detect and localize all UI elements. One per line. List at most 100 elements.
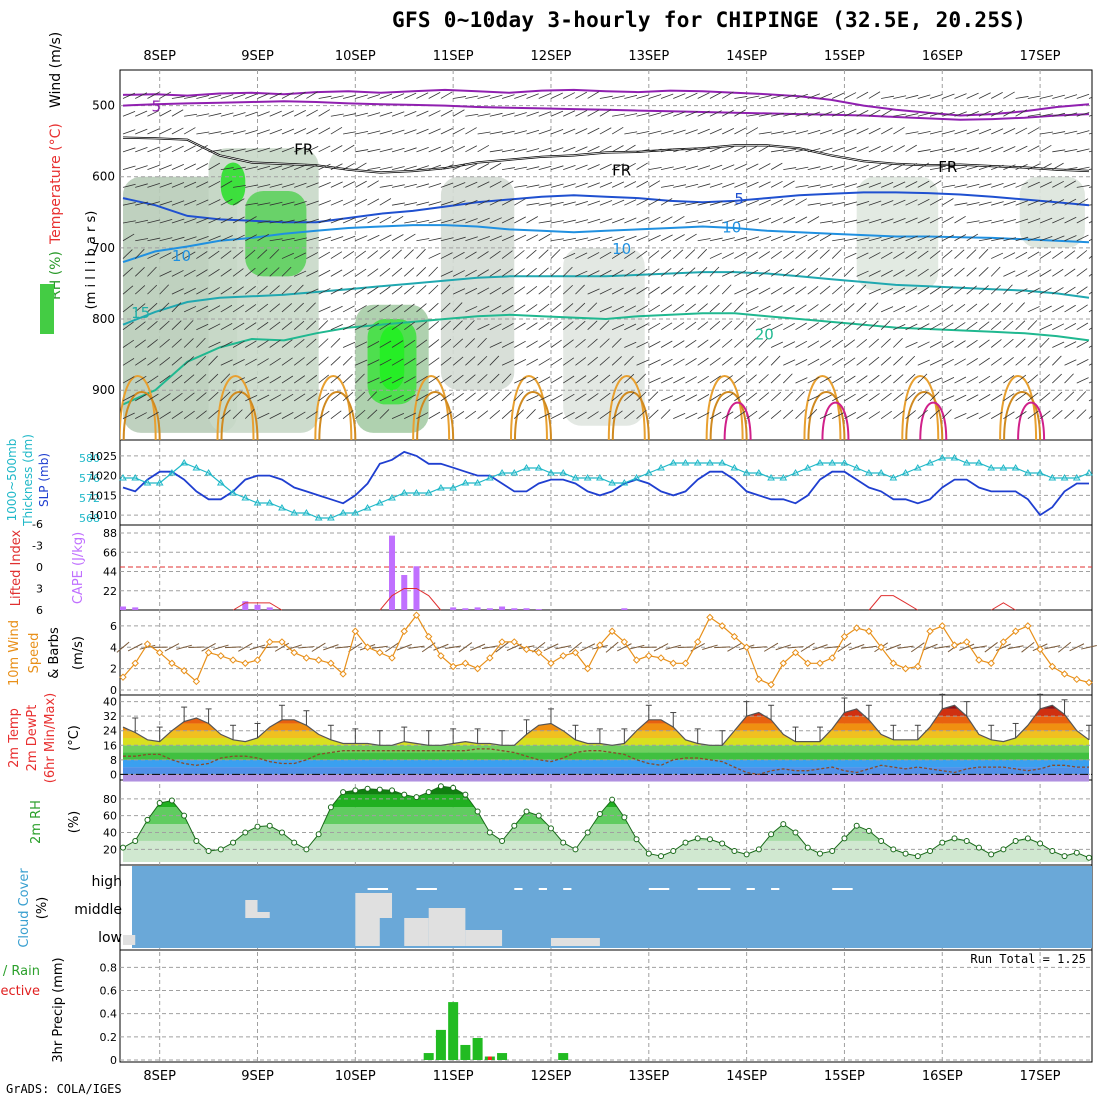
wind-barb <box>428 183 442 188</box>
wind-barb <box>404 412 417 420</box>
wind-barb <box>575 128 588 135</box>
wind-barb <box>122 220 136 224</box>
precip-bar <box>497 1053 508 1060</box>
wind-barb <box>1076 377 1089 384</box>
wind-barb <box>770 391 782 402</box>
thickness-marker <box>1072 474 1081 481</box>
wind-barb <box>220 148 234 153</box>
wind-barb <box>171 96 185 99</box>
wind-barb <box>709 92 722 99</box>
wind-barb <box>1003 284 1013 295</box>
wind-barb <box>709 393 722 402</box>
wind-barb <box>905 113 919 117</box>
li-line <box>233 602 282 611</box>
contour-label: FR <box>294 140 313 158</box>
thickness-marker <box>816 459 824 466</box>
wind-barb <box>404 183 417 188</box>
thickness-marker <box>583 474 592 481</box>
wind-barb <box>978 375 991 384</box>
wind-barb <box>257 267 268 277</box>
wind-barb <box>587 182 600 188</box>
wind-barb <box>367 112 381 117</box>
wind-barb <box>587 338 598 348</box>
thickness-marker <box>791 469 800 476</box>
wind-barb <box>306 91 318 99</box>
wind-barb <box>1052 162 1064 170</box>
wind-barb <box>477 131 491 135</box>
wind-barb <box>697 248 708 259</box>
wind-barb <box>306 182 319 188</box>
wind-barb <box>648 409 659 419</box>
wind-barb <box>232 391 243 402</box>
thickness-marker <box>632 474 641 481</box>
cape-bar <box>120 606 126 610</box>
surface-wind-barb <box>1007 645 1024 650</box>
thickness-tick: 576 <box>79 472 100 485</box>
wind-barb <box>183 392 195 402</box>
rh-marker <box>217 846 224 853</box>
bottom-date-label: 17SEP <box>1020 1069 1061 1084</box>
wind-barb <box>673 111 686 117</box>
wind-barb <box>1039 374 1051 384</box>
wind-barb <box>758 287 771 295</box>
surface-wind-barb <box>261 646 278 649</box>
rh-marker <box>499 837 506 844</box>
wind-barb <box>1040 113 1053 117</box>
wind-barb <box>465 338 476 348</box>
wind-barb <box>330 392 342 402</box>
wind-barb <box>391 249 402 259</box>
hot-contour <box>919 401 948 440</box>
wind-barb <box>1088 96 1092 99</box>
rh-marker <box>413 794 420 801</box>
wind-barb <box>453 96 467 99</box>
rh-marker <box>988 851 995 858</box>
wind-barb <box>941 409 952 419</box>
wind-barb <box>697 303 708 313</box>
hot-contour <box>1017 401 1046 440</box>
wind-barb <box>477 217 490 224</box>
wind-barb <box>501 94 515 99</box>
wind-barb <box>795 250 806 259</box>
wind-barb <box>318 410 330 419</box>
cloud-high-streak <box>648 888 670 890</box>
cloud-high-streak <box>563 888 572 890</box>
wind-barb <box>599 338 610 348</box>
wind-speed-marker <box>669 659 677 667</box>
wind-barb <box>648 250 660 259</box>
wind-barb <box>1088 150 1092 153</box>
cloud-level-label: low <box>98 930 122 946</box>
rh-marker <box>523 808 530 815</box>
wind-barb <box>171 270 184 277</box>
wind-barb <box>257 202 271 206</box>
cloud-block <box>257 912 270 918</box>
temp-band <box>123 752 1089 760</box>
wind-barb <box>232 359 245 366</box>
wind-barb <box>355 409 366 419</box>
wind-barb <box>673 215 685 224</box>
wind-barb <box>379 409 390 419</box>
wind-barb <box>954 147 968 153</box>
thickness-marker <box>840 459 849 466</box>
wind-barb <box>734 163 747 170</box>
wind-barb <box>673 285 684 295</box>
wind-barb <box>685 376 697 384</box>
wind-barb <box>636 112 650 117</box>
wind-barb <box>673 376 685 384</box>
wind-barb <box>196 144 208 153</box>
wind-barb <box>709 284 720 295</box>
wind-barb <box>1015 182 1028 188</box>
wind-barb <box>844 321 855 331</box>
wind-barb <box>624 355 634 366</box>
thickness-marker <box>204 469 213 476</box>
cloud-high-streak <box>416 888 437 890</box>
wind-barb <box>257 233 269 242</box>
wind-barb <box>1064 286 1076 295</box>
warm-contour <box>803 375 842 440</box>
wind-barb <box>868 393 880 402</box>
wind-barb <box>978 128 992 135</box>
li-tick: 6 <box>36 604 43 617</box>
precip-legend-line: Total / Rain <box>0 964 40 979</box>
wind-barb <box>428 393 440 402</box>
wind-barb <box>575 146 588 153</box>
thickness-marker <box>510 469 519 476</box>
